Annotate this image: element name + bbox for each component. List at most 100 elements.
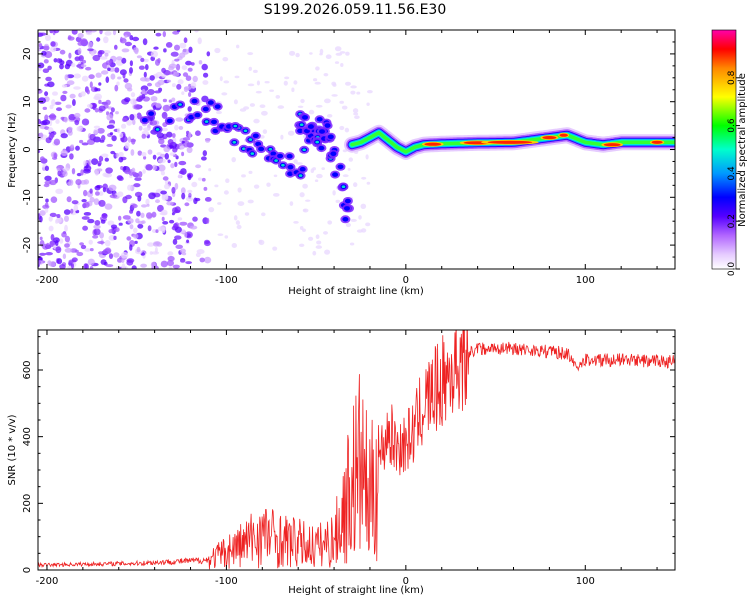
noise-blob (223, 190, 229, 195)
noise-blob (121, 258, 125, 263)
noise-blob (96, 88, 101, 92)
snr-ticks: -200 -100 0 100 0 200 400 600 (22, 330, 675, 587)
noise-blob (300, 98, 305, 104)
noise-blob (121, 263, 126, 269)
noise-blob (174, 58, 180, 62)
noise-blob (172, 72, 180, 77)
noise-blob (272, 246, 278, 251)
noise-blob (100, 219, 106, 224)
noise-blob (129, 60, 133, 67)
noise-blob (258, 239, 265, 246)
noise-blob (68, 52, 72, 59)
signal-blob-core (214, 104, 221, 109)
noise-blob (180, 259, 186, 263)
noise-blob (64, 243, 70, 248)
noise-blob (356, 229, 363, 233)
noise-blob (39, 240, 45, 247)
noise-blob (97, 127, 105, 134)
noise-blob (81, 216, 90, 220)
noise-blob (177, 79, 184, 85)
noise-blob (70, 144, 74, 148)
noise-blob (293, 80, 298, 85)
noise-blob (187, 189, 193, 194)
noise-blob (38, 97, 46, 104)
noise-blob (284, 76, 290, 80)
noise-blob (93, 228, 101, 236)
signal-blob-peak (299, 123, 304, 126)
noise-blob (201, 63, 208, 71)
noise-blob (50, 41, 56, 47)
noise-blob (315, 245, 322, 249)
signal-blob-core (330, 151, 337, 157)
noise-blob (323, 73, 329, 77)
noise-blob (176, 30, 181, 33)
noise-blob (138, 171, 143, 178)
noise-blob (247, 83, 255, 87)
colorbar-tick-label: 0.8 (727, 70, 737, 85)
noise-blob (323, 231, 328, 235)
noise-blob (183, 143, 189, 148)
noise-blob (101, 135, 106, 142)
noise-blob (83, 189, 88, 197)
noise-blob (145, 198, 150, 206)
colorbar-tick-label: 0.0 (727, 262, 737, 277)
signal-blob-peak (302, 148, 307, 152)
noise-blob (261, 212, 266, 217)
noise-blob (117, 257, 123, 263)
noise-blob (172, 238, 178, 245)
noise-blob (161, 74, 167, 78)
noise-blob (64, 235, 70, 243)
noise-blob (136, 55, 142, 59)
noise-blob (350, 90, 356, 95)
noise-blob (53, 138, 61, 146)
noise-blob (155, 32, 162, 37)
noise-blob (224, 235, 229, 239)
noise-blob (126, 236, 132, 241)
signal-blob-core (148, 111, 155, 116)
noise-blob (140, 77, 148, 82)
noise-blob (331, 81, 337, 86)
noise-blob (129, 224, 134, 230)
noise-blob (104, 203, 113, 210)
noise-blob (147, 225, 152, 232)
noise-blob (92, 54, 101, 62)
noise-blob (93, 128, 99, 135)
noise-blob (137, 220, 145, 225)
noise-blob (244, 212, 250, 216)
noise-blob (130, 98, 138, 105)
noise-blob (79, 180, 87, 185)
y-tick-label: 10 (22, 95, 33, 108)
noise-blob (120, 166, 124, 170)
noise-blob (106, 114, 114, 121)
noise-blob (59, 49, 66, 55)
noise-blob (162, 176, 169, 181)
noise-blob (302, 228, 306, 232)
noise-blob (80, 91, 86, 97)
noise-blob (225, 178, 230, 183)
noise-blob (206, 51, 211, 57)
noise-blob (96, 168, 103, 172)
noise-blob (175, 244, 183, 249)
noise-blob (100, 70, 109, 75)
colorbar-ticks: 0.0 0.2 0.4 0.6 0.8 (727, 70, 740, 276)
noise-blob (60, 149, 68, 156)
noise-blob (166, 201, 174, 206)
noise-blob (94, 107, 99, 113)
noise-blob (114, 67, 120, 73)
noise-blob (50, 46, 57, 52)
signal-blob-core (287, 164, 294, 170)
noise-blob (190, 82, 197, 89)
noise-blob (308, 236, 314, 241)
noise-blob (140, 57, 145, 63)
noise-blob (95, 191, 100, 196)
noise-blob (181, 140, 185, 144)
noise-blob (152, 154, 157, 160)
noise-blob (170, 51, 179, 57)
noise-blob (241, 174, 246, 178)
noise-blob (248, 66, 252, 71)
noise-blob (256, 80, 260, 86)
noise-blob (299, 243, 305, 247)
signal-blob-peak (178, 103, 182, 106)
signal-blob-core (287, 171, 294, 176)
